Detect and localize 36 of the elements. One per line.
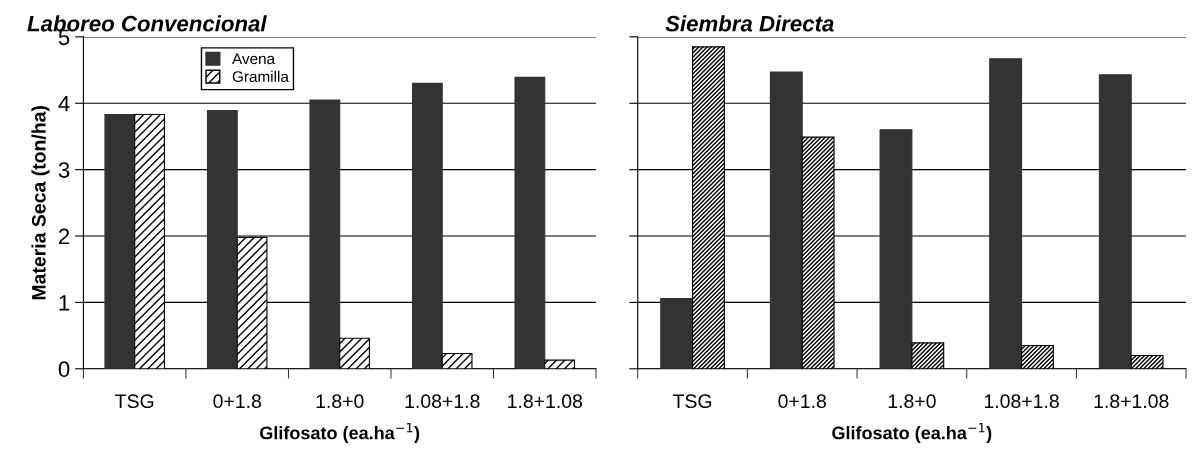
bar — [339, 337, 371, 369]
bar — [206, 110, 238, 369]
bar — [514, 76, 546, 369]
bar — [411, 82, 443, 369]
bar — [769, 71, 803, 369]
bar — [879, 129, 913, 369]
bar — [441, 352, 473, 369]
y-axis-title: Materia Seca (ton/ha) — [31, 106, 50, 300]
bar — [1020, 345, 1054, 369]
x-tick-label: TSG — [115, 394, 154, 409]
y-tick-label: 4 — [58, 96, 70, 112]
x-axis-title: Glifosato (ea.ha$^{−1}$) — [260, 423, 420, 443]
x-tick-label: 1.8+0 — [888, 394, 936, 409]
x-tick-label: 1.8+0 — [316, 394, 364, 409]
y-tick-label: 2 — [59, 228, 70, 245]
chart-title: Siembra Directa — [665, 15, 834, 32]
x-tick-label: 1.8+1.08 — [508, 394, 583, 409]
legend-label: Gramilla — [232, 70, 289, 83]
bar — [911, 342, 945, 369]
bar — [1130, 354, 1164, 369]
bar — [309, 99, 341, 369]
legend-label: Avena — [232, 53, 276, 65]
y-tick-label: 1 — [59, 295, 70, 311]
bar — [989, 58, 1023, 369]
y-tick-label: 3 — [58, 162, 70, 178]
bar — [104, 113, 136, 369]
bar — [1098, 74, 1132, 369]
x-tick-label: TSG — [673, 394, 712, 409]
x-axis-title: Glifosato (ea.ha$^{−1}$) — [832, 423, 992, 443]
x-tick-label: 0+1.8 — [213, 394, 261, 409]
x-tick-label: 1.08+1.8 — [984, 394, 1059, 409]
x-tick-label: 1.8+1.08 — [1094, 394, 1169, 409]
x-tick-label: 0+1.8 — [778, 394, 826, 409]
x-tick-label: 1.08+1.8 — [405, 394, 480, 409]
bar — [660, 297, 694, 369]
y-tick-label: 0 — [58, 361, 70, 378]
